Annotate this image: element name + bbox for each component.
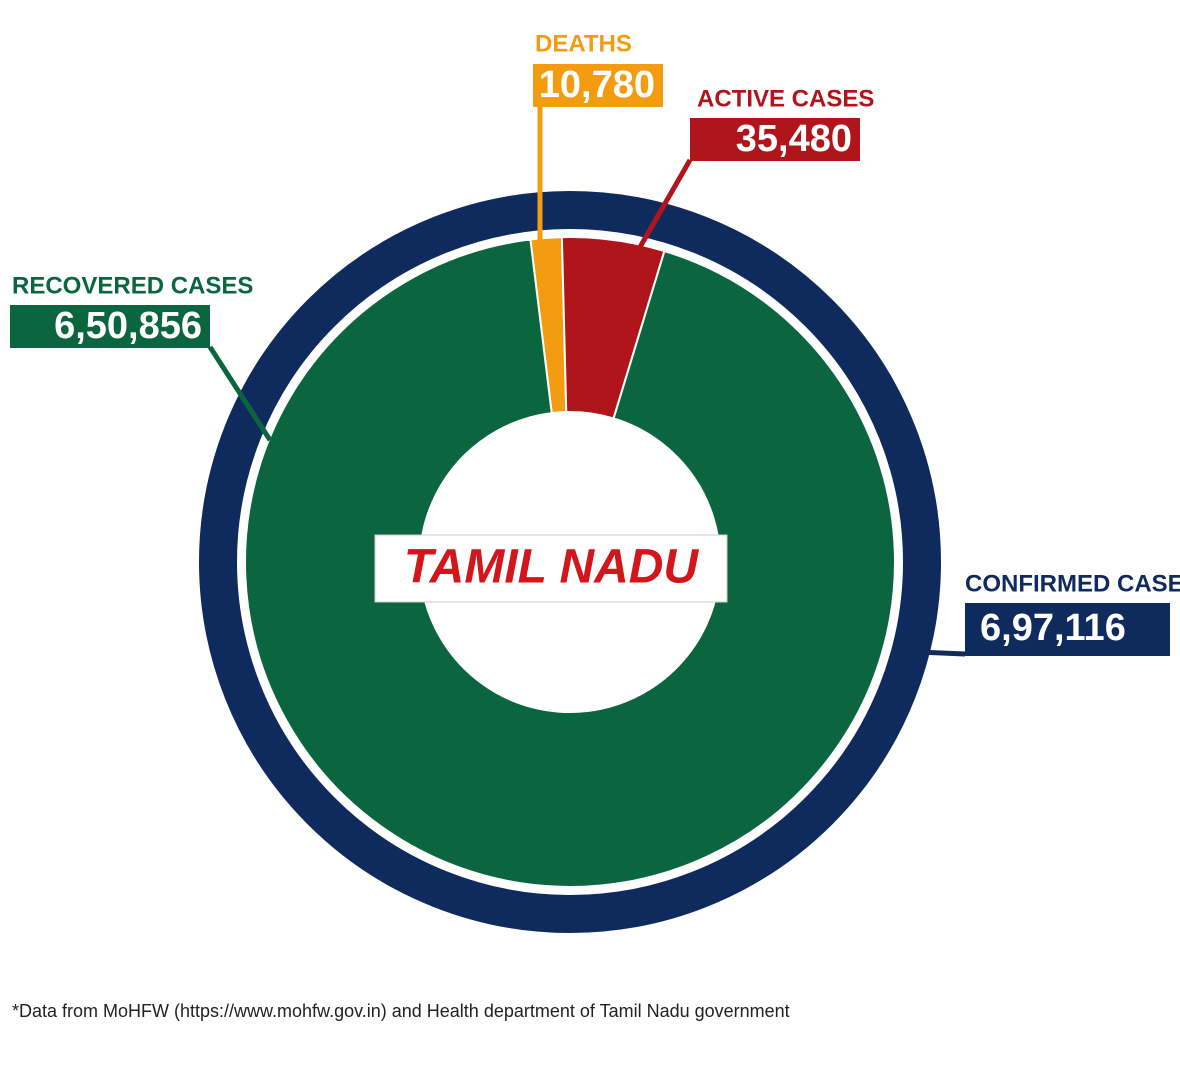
leader-line [625, 158, 693, 270]
label-value: 6,97,116 [980, 607, 1126, 649]
donut-slice [244, 238, 896, 888]
outer-ring [199, 191, 941, 933]
label-value: 10,780 [539, 64, 655, 106]
label-value: 6,50,856 [54, 305, 202, 347]
label-box [10, 305, 210, 348]
label-box [690, 118, 860, 161]
leader-line [917, 649, 966, 657]
center-label-box [374, 534, 728, 603]
label-box [533, 64, 663, 107]
label-name: CONFIRMED CASES [965, 570, 1180, 597]
label-name: ACTIVE CASES [697, 85, 874, 112]
label-name: RECOVERED CASES [12, 272, 253, 299]
label-name: DEATHS [535, 30, 632, 57]
center-label: TAMIL NADU [404, 541, 700, 594]
footnote: *Data from MoHFW (https://www.mohfw.gov.… [12, 1001, 790, 1021]
label-value: 35,480 [736, 118, 852, 160]
leader-line [207, 345, 273, 442]
label-box [965, 603, 1170, 656]
